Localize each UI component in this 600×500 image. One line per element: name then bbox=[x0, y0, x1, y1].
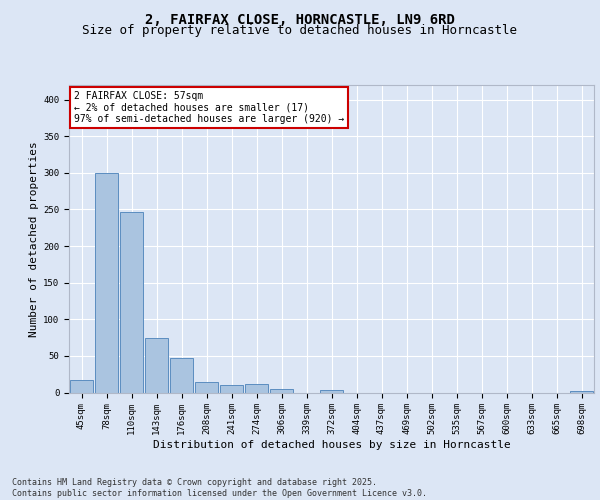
Text: Contains HM Land Registry data © Crown copyright and database right 2025.
Contai: Contains HM Land Registry data © Crown c… bbox=[12, 478, 427, 498]
Bar bbox=[569, 391, 593, 392]
Bar bbox=[119, 212, 143, 392]
Bar bbox=[320, 390, 343, 392]
Bar bbox=[220, 385, 244, 392]
Text: 2, FAIRFAX CLOSE, HORNCASTLE, LN9 6RD: 2, FAIRFAX CLOSE, HORNCASTLE, LN9 6RD bbox=[145, 12, 455, 26]
Y-axis label: Number of detached properties: Number of detached properties bbox=[29, 141, 39, 336]
Bar bbox=[194, 382, 218, 392]
Bar bbox=[170, 358, 193, 392]
Text: 2 FAIRFAX CLOSE: 57sqm
← 2% of detached houses are smaller (17)
97% of semi-deta: 2 FAIRFAX CLOSE: 57sqm ← 2% of detached … bbox=[74, 91, 344, 124]
Text: Size of property relative to detached houses in Horncastle: Size of property relative to detached ho… bbox=[83, 24, 517, 37]
Bar bbox=[269, 389, 293, 392]
Bar bbox=[245, 384, 268, 392]
Bar bbox=[95, 173, 118, 392]
Bar bbox=[70, 380, 94, 392]
Bar bbox=[145, 338, 169, 392]
X-axis label: Distribution of detached houses by size in Horncastle: Distribution of detached houses by size … bbox=[152, 440, 511, 450]
